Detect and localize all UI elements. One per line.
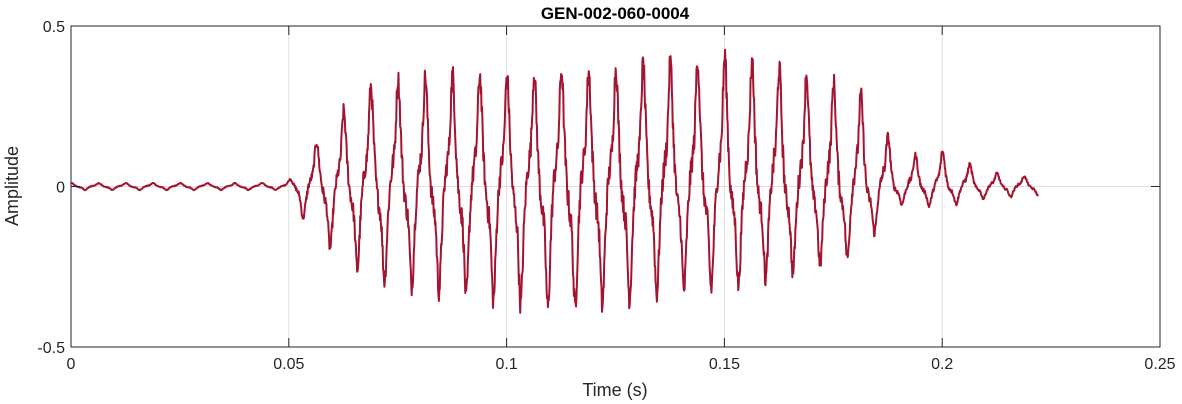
x-tick-label: 0.1 [495, 356, 517, 373]
y-axis-title: Amplitude [2, 146, 22, 226]
x-tick-label: 0.05 [273, 356, 304, 373]
chart-title: GEN-002-060-0004 [541, 4, 690, 23]
axis-ticks: 0 0.05 0.1 0.15 0.2 0.25-0.500.5 [37, 19, 1175, 373]
x-axis-title: Time (s) [582, 380, 647, 400]
y-tick-label: 0.5 [43, 19, 65, 36]
x-tick-label: 0.15 [709, 356, 740, 373]
x-tick-label: 0 [67, 356, 76, 373]
waveform-line [70, 48, 1039, 314]
y-tick-label: -0.5 [37, 340, 65, 357]
y-tick-label: 0 [56, 180, 65, 197]
x-tick-label: 0.2 [931, 356, 953, 373]
x-tick-label: 0.25 [1144, 356, 1175, 373]
